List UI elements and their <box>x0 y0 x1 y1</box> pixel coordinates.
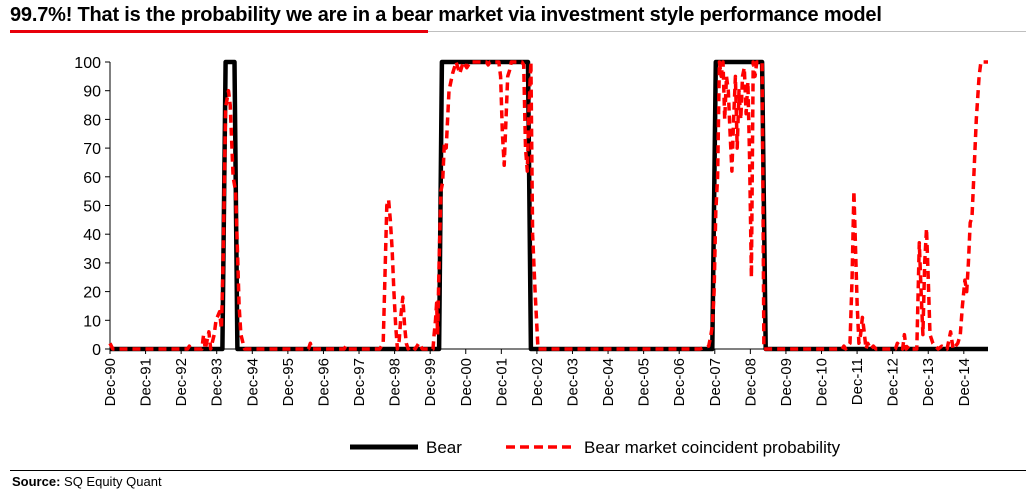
y-tick-label: 20 <box>83 285 101 302</box>
source-text: SQ Equity Quant <box>64 474 162 489</box>
x-tick-label: Dec-93 <box>209 358 226 406</box>
source-label: Source: <box>12 474 61 489</box>
x-tick-label: Dec-14 <box>956 358 973 406</box>
x-tick-label: Dec-09 <box>778 358 795 406</box>
title-accent-rule <box>10 30 428 33</box>
y-tick-label: 40 <box>83 227 101 244</box>
x-tick-label: Dec-12 <box>885 358 902 406</box>
x-tick-label: Dec-01 <box>493 358 510 406</box>
series-line-probability <box>108 60 988 351</box>
y-tick-label: 60 <box>83 170 101 187</box>
y-tick-label: 10 <box>83 313 101 330</box>
x-tick-label: Dec-95 <box>280 358 297 406</box>
x-tick-label: Dec-94 <box>244 358 261 406</box>
y-tick-label: 80 <box>83 112 101 129</box>
legend-label-bear: Bear <box>426 438 462 457</box>
x-tick-label: Dec-98 <box>387 358 404 406</box>
y-tick-label: 100 <box>74 55 101 72</box>
y-axis: 0 10 20 30 40 50 60 70 80 90 100 <box>74 55 111 359</box>
x-tick-label: Dec-96 <box>315 358 332 406</box>
footer-divider <box>10 470 1026 471</box>
y-tick-label: 70 <box>83 141 101 158</box>
x-tick-label: Dec-04 <box>600 358 617 406</box>
page-title: 99.7%! That is the probability we are in… <box>10 4 882 26</box>
series-line-bear <box>110 59 988 352</box>
x-tick-label: Dec-99 <box>422 358 439 406</box>
source-note: Source: SQ Equity Quant <box>12 474 162 489</box>
y-tick-label: 0 <box>92 342 101 359</box>
x-tick-label: Dec-11 <box>849 358 866 405</box>
title-divider <box>10 31 1026 32</box>
x-tick-label: Dec-06 <box>671 358 688 406</box>
x-tick-label: Dec-03 <box>564 358 581 406</box>
legend: Bear Bear market coincident probability <box>350 438 841 457</box>
x-tick-label: Dec-97 <box>351 358 368 406</box>
x-tick-label: Dec-10 <box>814 358 831 406</box>
x-tick-label: Dec-92 <box>173 358 190 406</box>
x-tick-label: Dec-00 <box>458 358 475 406</box>
y-tick-label: 50 <box>83 199 101 216</box>
x-tick-label: Dec-90 <box>102 358 119 406</box>
x-tick-label: Dec-13 <box>920 358 937 406</box>
x-tick-label: Dec-91 <box>138 358 155 406</box>
x-tick-label: Dec-05 <box>636 358 653 406</box>
y-tick-label: 30 <box>83 256 101 273</box>
legend-label-probability: Bear market coincident probability <box>584 438 841 457</box>
y-tick-label: 90 <box>83 84 101 101</box>
x-axis: Dec-90 Dec-91 Dec-92 Dec-93 Dec-94 Dec-95 Dec-… <box>102 348 988 406</box>
series-layer <box>108 59 988 352</box>
x-tick-label: Dec-08 <box>742 358 759 406</box>
x-tick-label: Dec-07 <box>707 358 724 406</box>
x-tick-label: Dec-02 <box>529 358 546 406</box>
